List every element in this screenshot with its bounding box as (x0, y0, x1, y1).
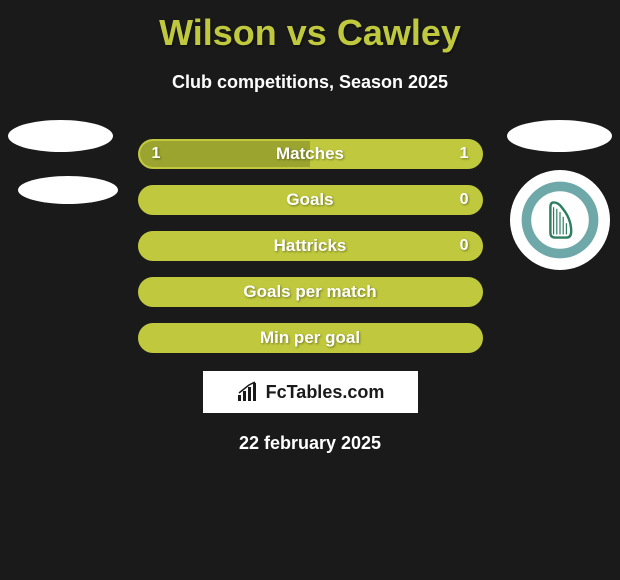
harp-crest-icon (520, 180, 600, 260)
stat-label: Hattricks (140, 233, 481, 259)
stat-label: Goals per match (140, 279, 481, 305)
site-logo[interactable]: FcTables.com (203, 371, 418, 413)
club-left-badge (18, 176, 118, 204)
stat-bar: Hattricks 0 (138, 231, 483, 261)
comparison-bars: 1 Matches 1 Goals 0 Hattricks 0 Goals pe… (138, 139, 483, 353)
stat-label: Matches (140, 141, 481, 167)
stat-label: Min per goal (140, 325, 481, 351)
stat-bar: Goals per match (138, 277, 483, 307)
stat-bar: 1 Matches 1 (138, 139, 483, 169)
chart-icon (236, 381, 260, 403)
site-logo-text: FcTables.com (266, 382, 385, 403)
page-subtitle: Club competitions, Season 2025 (0, 72, 620, 93)
stat-bar: Min per goal (138, 323, 483, 353)
club-right-badge (510, 170, 610, 270)
player-right-avatar (507, 120, 612, 152)
stat-value-right: 0 (460, 233, 469, 259)
stat-value-right: 0 (460, 187, 469, 213)
player-left-avatar (8, 120, 113, 152)
page-title: Wilson vs Cawley (0, 0, 620, 54)
stat-bar: Goals 0 (138, 185, 483, 215)
stat-label: Goals (140, 187, 481, 213)
stat-value-right: 1 (460, 141, 469, 167)
snapshot-date: 22 february 2025 (0, 433, 620, 454)
